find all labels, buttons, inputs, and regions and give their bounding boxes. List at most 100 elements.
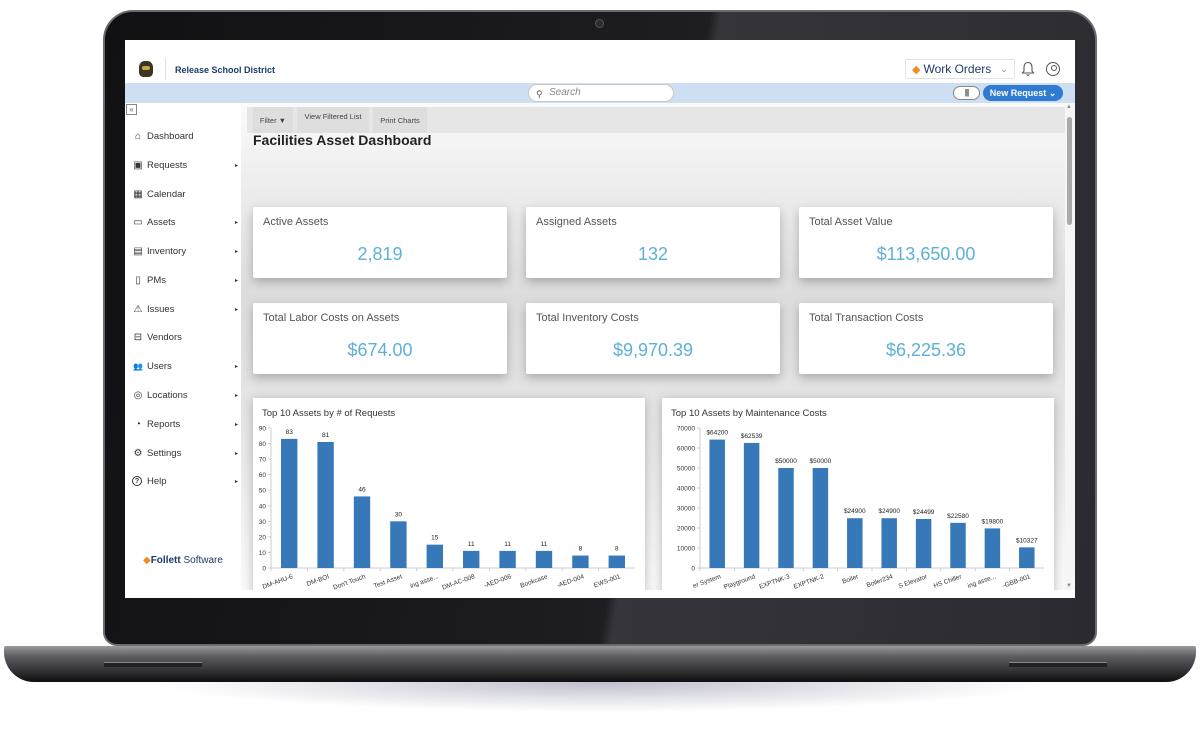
sidebar-item-label: Inventory bbox=[147, 245, 187, 257]
sidebar-item-inventory[interactable]: ▤ Inventory ▸ bbox=[132, 242, 238, 260]
chevron-down-icon: ⌄ bbox=[1000, 63, 1008, 74]
stat-card-labor-costs: Total Labor Costs on Assets $674.00 bbox=[253, 303, 507, 374]
x-tick-label: -AED-006 bbox=[483, 573, 513, 589]
bar[interactable] bbox=[847, 518, 863, 568]
stat-label: Total Labor Costs on Assets bbox=[263, 312, 400, 324]
y-tick-label: 40000 bbox=[677, 486, 695, 493]
bar-value-label: $22580 bbox=[947, 513, 969, 520]
sidebar-item-label: Users bbox=[147, 360, 172, 372]
bar[interactable] bbox=[463, 550, 480, 568]
document-icon: ▯ bbox=[135, 274, 141, 286]
vertical-scrollbar[interactable]: ▲ ▼ bbox=[1065, 103, 1075, 590]
sidebar-item-settings[interactable]: ⚙ Settings ▸ bbox=[132, 444, 238, 462]
new-request-button[interactable]: New Request ⌄ bbox=[983, 85, 1063, 101]
print-charts-button[interactable]: Print Charts bbox=[373, 107, 427, 133]
webcam bbox=[595, 19, 604, 28]
user-profile-icon[interactable] bbox=[1046, 62, 1060, 76]
sidebar-item-label: Settings bbox=[147, 447, 182, 459]
app-switcher-dropdown[interactable]: ◆ Work Orders ⌄ bbox=[905, 59, 1015, 79]
bar-value-label: $24900 bbox=[844, 508, 866, 515]
x-tick-label: Test Asset bbox=[373, 573, 403, 590]
bar-chart-requests: 0 10 20 30 40 50 60 70 80 90 83 DM-AHU-6 81 DM-BOI 46 D… bbox=[259, 426, 635, 590]
bar-value-label: $19800 bbox=[982, 518, 1004, 525]
stat-label: Total Inventory Costs bbox=[536, 312, 639, 324]
search-input[interactable]: ⚲ Search bbox=[528, 84, 674, 102]
x-tick-label: HS Chiller bbox=[933, 573, 964, 590]
submenu-arrow-icon: ▸ bbox=[234, 248, 238, 255]
sidebar-item-pms[interactable]: ▯ PMs ▸ bbox=[132, 271, 238, 289]
scroll-up-icon[interactable]: ▲ bbox=[1066, 104, 1072, 110]
scroll-down-icon[interactable]: ▼ bbox=[1066, 583, 1072, 589]
assets-icon: ▭ bbox=[133, 216, 143, 228]
bar[interactable] bbox=[950, 522, 966, 568]
sidebar-item-vendors[interactable]: ⊟ Vendors bbox=[132, 328, 238, 346]
scroll-thumb[interactable] bbox=[1067, 117, 1072, 225]
x-tick-label: ing asse... bbox=[409, 573, 439, 590]
y-tick-label: 70 bbox=[259, 457, 267, 464]
bar-value-label: 11 bbox=[541, 541, 548, 548]
barcode-scan-button[interactable]: |||| bbox=[953, 86, 980, 100]
bar[interactable] bbox=[743, 442, 760, 568]
bar[interactable] bbox=[353, 496, 371, 568]
view-filtered-list-button[interactable]: View Filtered List bbox=[297, 107, 369, 133]
bar[interactable] bbox=[778, 468, 794, 568]
bar[interactable] bbox=[1019, 547, 1035, 568]
pie-chart-icon: ◔ bbox=[134, 418, 142, 430]
bar[interactable] bbox=[915, 519, 932, 568]
requests-icon: ▣ bbox=[133, 159, 143, 171]
bar[interactable] bbox=[572, 555, 589, 568]
filter-button[interactable]: Filter ▼ bbox=[253, 107, 293, 133]
bar[interactable] bbox=[608, 555, 625, 568]
sidebar-item-label: Reports bbox=[147, 418, 181, 430]
bar[interactable] bbox=[984, 528, 1001, 568]
sidebar-item-assets[interactable]: ▭ Assets ▸ bbox=[132, 213, 238, 231]
bar[interactable] bbox=[426, 544, 443, 568]
y-tick-label: 20 bbox=[259, 534, 267, 541]
stat-value: $9,970.39 bbox=[612, 340, 694, 360]
y-tick-label: 90 bbox=[259, 426, 267, 433]
bar[interactable] bbox=[499, 550, 516, 568]
sidebar-item-label: Locations bbox=[147, 389, 188, 401]
sidebar-item-requests[interactable]: ▣ Requests ▸ bbox=[132, 156, 238, 174]
stat-label: Active Assets bbox=[263, 216, 329, 228]
laptop-shadow bbox=[150, 682, 1050, 712]
search-placeholder: Search bbox=[549, 87, 581, 98]
bar[interactable] bbox=[535, 550, 553, 568]
stat-value: $113,650.00 bbox=[876, 244, 976, 264]
stat-card-transaction-costs: Total Transaction Costs $6,225.36 bbox=[799, 303, 1053, 374]
laptop-base bbox=[4, 646, 1196, 682]
x-tick-label: Bookcase bbox=[519, 573, 549, 589]
stat-value: 2,819 bbox=[357, 244, 403, 264]
sidebar-item-help[interactable]: ? Help ▸ bbox=[132, 472, 238, 490]
sidebar-item-label: Assets bbox=[147, 216, 176, 228]
x-tick-label: -AED-004 bbox=[556, 573, 586, 589]
bar[interactable] bbox=[281, 438, 298, 568]
bar-value-label: 46 bbox=[358, 486, 366, 493]
y-tick-label: 60 bbox=[259, 472, 267, 479]
bar-value-label: 11 bbox=[504, 541, 511, 548]
sidebar-item-dashboard[interactable]: ⌂ Dashboard bbox=[132, 127, 238, 145]
sidebar-item-issues[interactable]: ⚠ Issues ▸ bbox=[132, 300, 238, 318]
x-tick-label: DM-AHU-6 bbox=[262, 573, 295, 590]
bar[interactable] bbox=[709, 439, 725, 568]
bell-icon[interactable] bbox=[1021, 61, 1035, 77]
y-tick-label: 30 bbox=[259, 519, 267, 526]
app-screen: Release School District ◆ Work Orders ⌄ … bbox=[125, 40, 1075, 598]
bar-value-label: 83 bbox=[286, 429, 294, 436]
bar-chart-maintenance-costs: 0 10000 20000 30000 40000 50000 60000 70000 $642… bbox=[677, 426, 1044, 590]
bar-value-label: 81 bbox=[322, 432, 330, 439]
page-title: Facilities Asset Dashboard bbox=[253, 132, 432, 148]
users-icon: 👥 bbox=[133, 361, 143, 371]
sidebar-item-reports[interactable]: ◔ Reports ▸ bbox=[132, 415, 238, 433]
sidebar-item-label: Help bbox=[147, 475, 167, 487]
sidebar-item-calendar[interactable]: ▦ Calendar bbox=[132, 185, 238, 203]
bar[interactable] bbox=[390, 521, 407, 568]
x-tick-label: -GBB-001 bbox=[1002, 573, 1032, 590]
bar[interactable] bbox=[881, 518, 897, 568]
bar-value-label: $24499 bbox=[913, 509, 935, 516]
bar[interactable] bbox=[812, 468, 829, 568]
bar[interactable] bbox=[317, 442, 334, 568]
collapse-sidebar-button[interactable]: « bbox=[126, 104, 137, 115]
sidebar-item-users[interactable]: 👥 Users ▸ bbox=[132, 357, 238, 375]
sidebar-item-locations[interactable]: ◎ Locations ▸ bbox=[132, 386, 238, 404]
